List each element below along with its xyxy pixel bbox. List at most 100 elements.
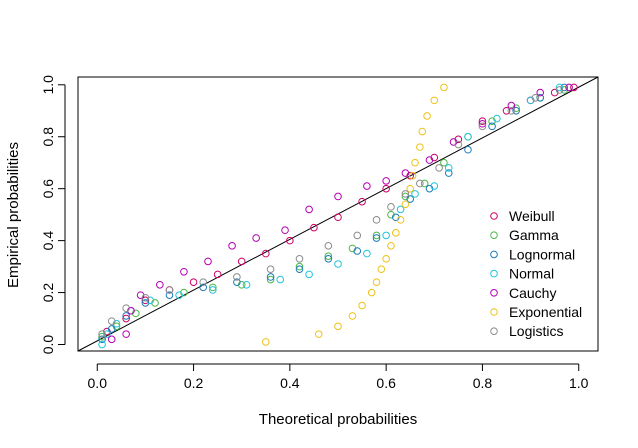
data-point — [204, 257, 212, 266]
data-point — [107, 317, 116, 325]
data-point — [266, 265, 275, 273]
data-point — [305, 270, 313, 279]
legend-marker — [490, 308, 498, 316]
data-point — [122, 330, 130, 338]
data-point — [276, 275, 285, 284]
data-point — [430, 182, 439, 190]
legend-item: Normal — [490, 266, 554, 282]
legend-marker — [490, 212, 498, 220]
data-point — [266, 273, 275, 281]
x-axis-title: Theoretical probabilities — [259, 411, 417, 428]
data-point — [570, 83, 578, 92]
y-tick-label: 0.2 — [40, 283, 56, 303]
y-axis-title: Empirical probabilities — [5, 142, 22, 288]
data-point — [507, 106, 516, 115]
data-point — [314, 330, 323, 338]
series-lognormal — [98, 83, 569, 344]
data-point — [353, 247, 362, 255]
data-point — [416, 143, 424, 151]
data-point — [396, 205, 405, 214]
points-layer — [98, 83, 578, 349]
data-point — [281, 226, 289, 235]
x-tick-label: 0.6 — [376, 375, 396, 391]
data-point — [334, 192, 342, 201]
data-point — [334, 260, 342, 268]
data-point — [165, 286, 174, 294]
legend-label: Logistics — [509, 323, 563, 339]
data-point — [199, 283, 207, 292]
x-axis: 0.0 0.2 0.4 0.6 0.8 1.0 — [88, 363, 589, 391]
data-point — [478, 119, 487, 128]
data-point — [98, 340, 106, 349]
data-point — [411, 190, 419, 198]
data-point — [189, 278, 198, 286]
data-point — [423, 112, 431, 120]
data-point — [411, 158, 419, 167]
data-point — [156, 280, 164, 289]
data-point — [372, 278, 381, 286]
data-point — [401, 200, 410, 209]
data-point — [213, 270, 222, 279]
legend-marker — [490, 269, 498, 278]
data-point — [363, 249, 371, 258]
data-point — [348, 312, 357, 320]
legend-label: Exponential — [509, 304, 582, 320]
data-point — [266, 275, 275, 284]
data-point — [536, 88, 545, 97]
data-point — [98, 330, 106, 338]
data-point — [555, 86, 564, 94]
legend-label: Gamma — [509, 227, 559, 243]
data-point — [295, 255, 304, 263]
data-point — [324, 252, 333, 261]
series-weibull — [103, 83, 578, 336]
data-point — [420, 179, 429, 188]
data-point — [305, 205, 313, 214]
data-point — [387, 242, 395, 250]
data-point — [401, 190, 410, 198]
data-point — [122, 312, 130, 320]
data-point — [454, 140, 463, 149]
data-point — [122, 314, 130, 323]
legend-marker — [490, 250, 498, 259]
data-point — [141, 293, 150, 302]
x-tick-label: 0.4 — [280, 375, 300, 391]
data-point — [555, 83, 564, 92]
data-point — [382, 255, 390, 263]
data-point — [406, 195, 415, 203]
legend-item: Exponential — [490, 304, 582, 320]
legend: Weibull Gamma Lognormal Normal Cauchy Exponen… — [490, 208, 582, 339]
data-point — [444, 164, 453, 172]
data-point — [334, 322, 342, 331]
data-point — [237, 257, 246, 266]
series-logistics — [98, 86, 564, 338]
data-point — [107, 335, 116, 344]
legend-item: Lognormal — [490, 246, 575, 262]
plot-frame — [77, 76, 599, 352]
legend-label: Cauchy — [509, 285, 556, 301]
data-point — [199, 278, 207, 286]
data-point — [324, 255, 333, 263]
data-point — [358, 301, 366, 310]
series-exponential — [261, 83, 448, 346]
data-point — [512, 106, 520, 115]
data-point — [493, 114, 501, 123]
data-point — [180, 267, 188, 276]
data-point — [565, 83, 573, 92]
data-point — [382, 184, 390, 193]
data-point — [228, 242, 236, 250]
data-point — [531, 93, 540, 102]
y-tick-label: 0.0 — [40, 335, 56, 355]
legend-marker — [490, 231, 498, 239]
data-point — [401, 169, 410, 177]
data-point — [387, 203, 395, 211]
data-point — [440, 158, 448, 167]
data-point — [382, 177, 390, 185]
data-point — [175, 291, 183, 299]
legend-marker — [490, 289, 498, 297]
data-point — [372, 216, 381, 224]
data-point — [372, 234, 381, 242]
data-point — [358, 197, 366, 206]
data-point — [444, 169, 453, 177]
data-point — [382, 231, 390, 240]
